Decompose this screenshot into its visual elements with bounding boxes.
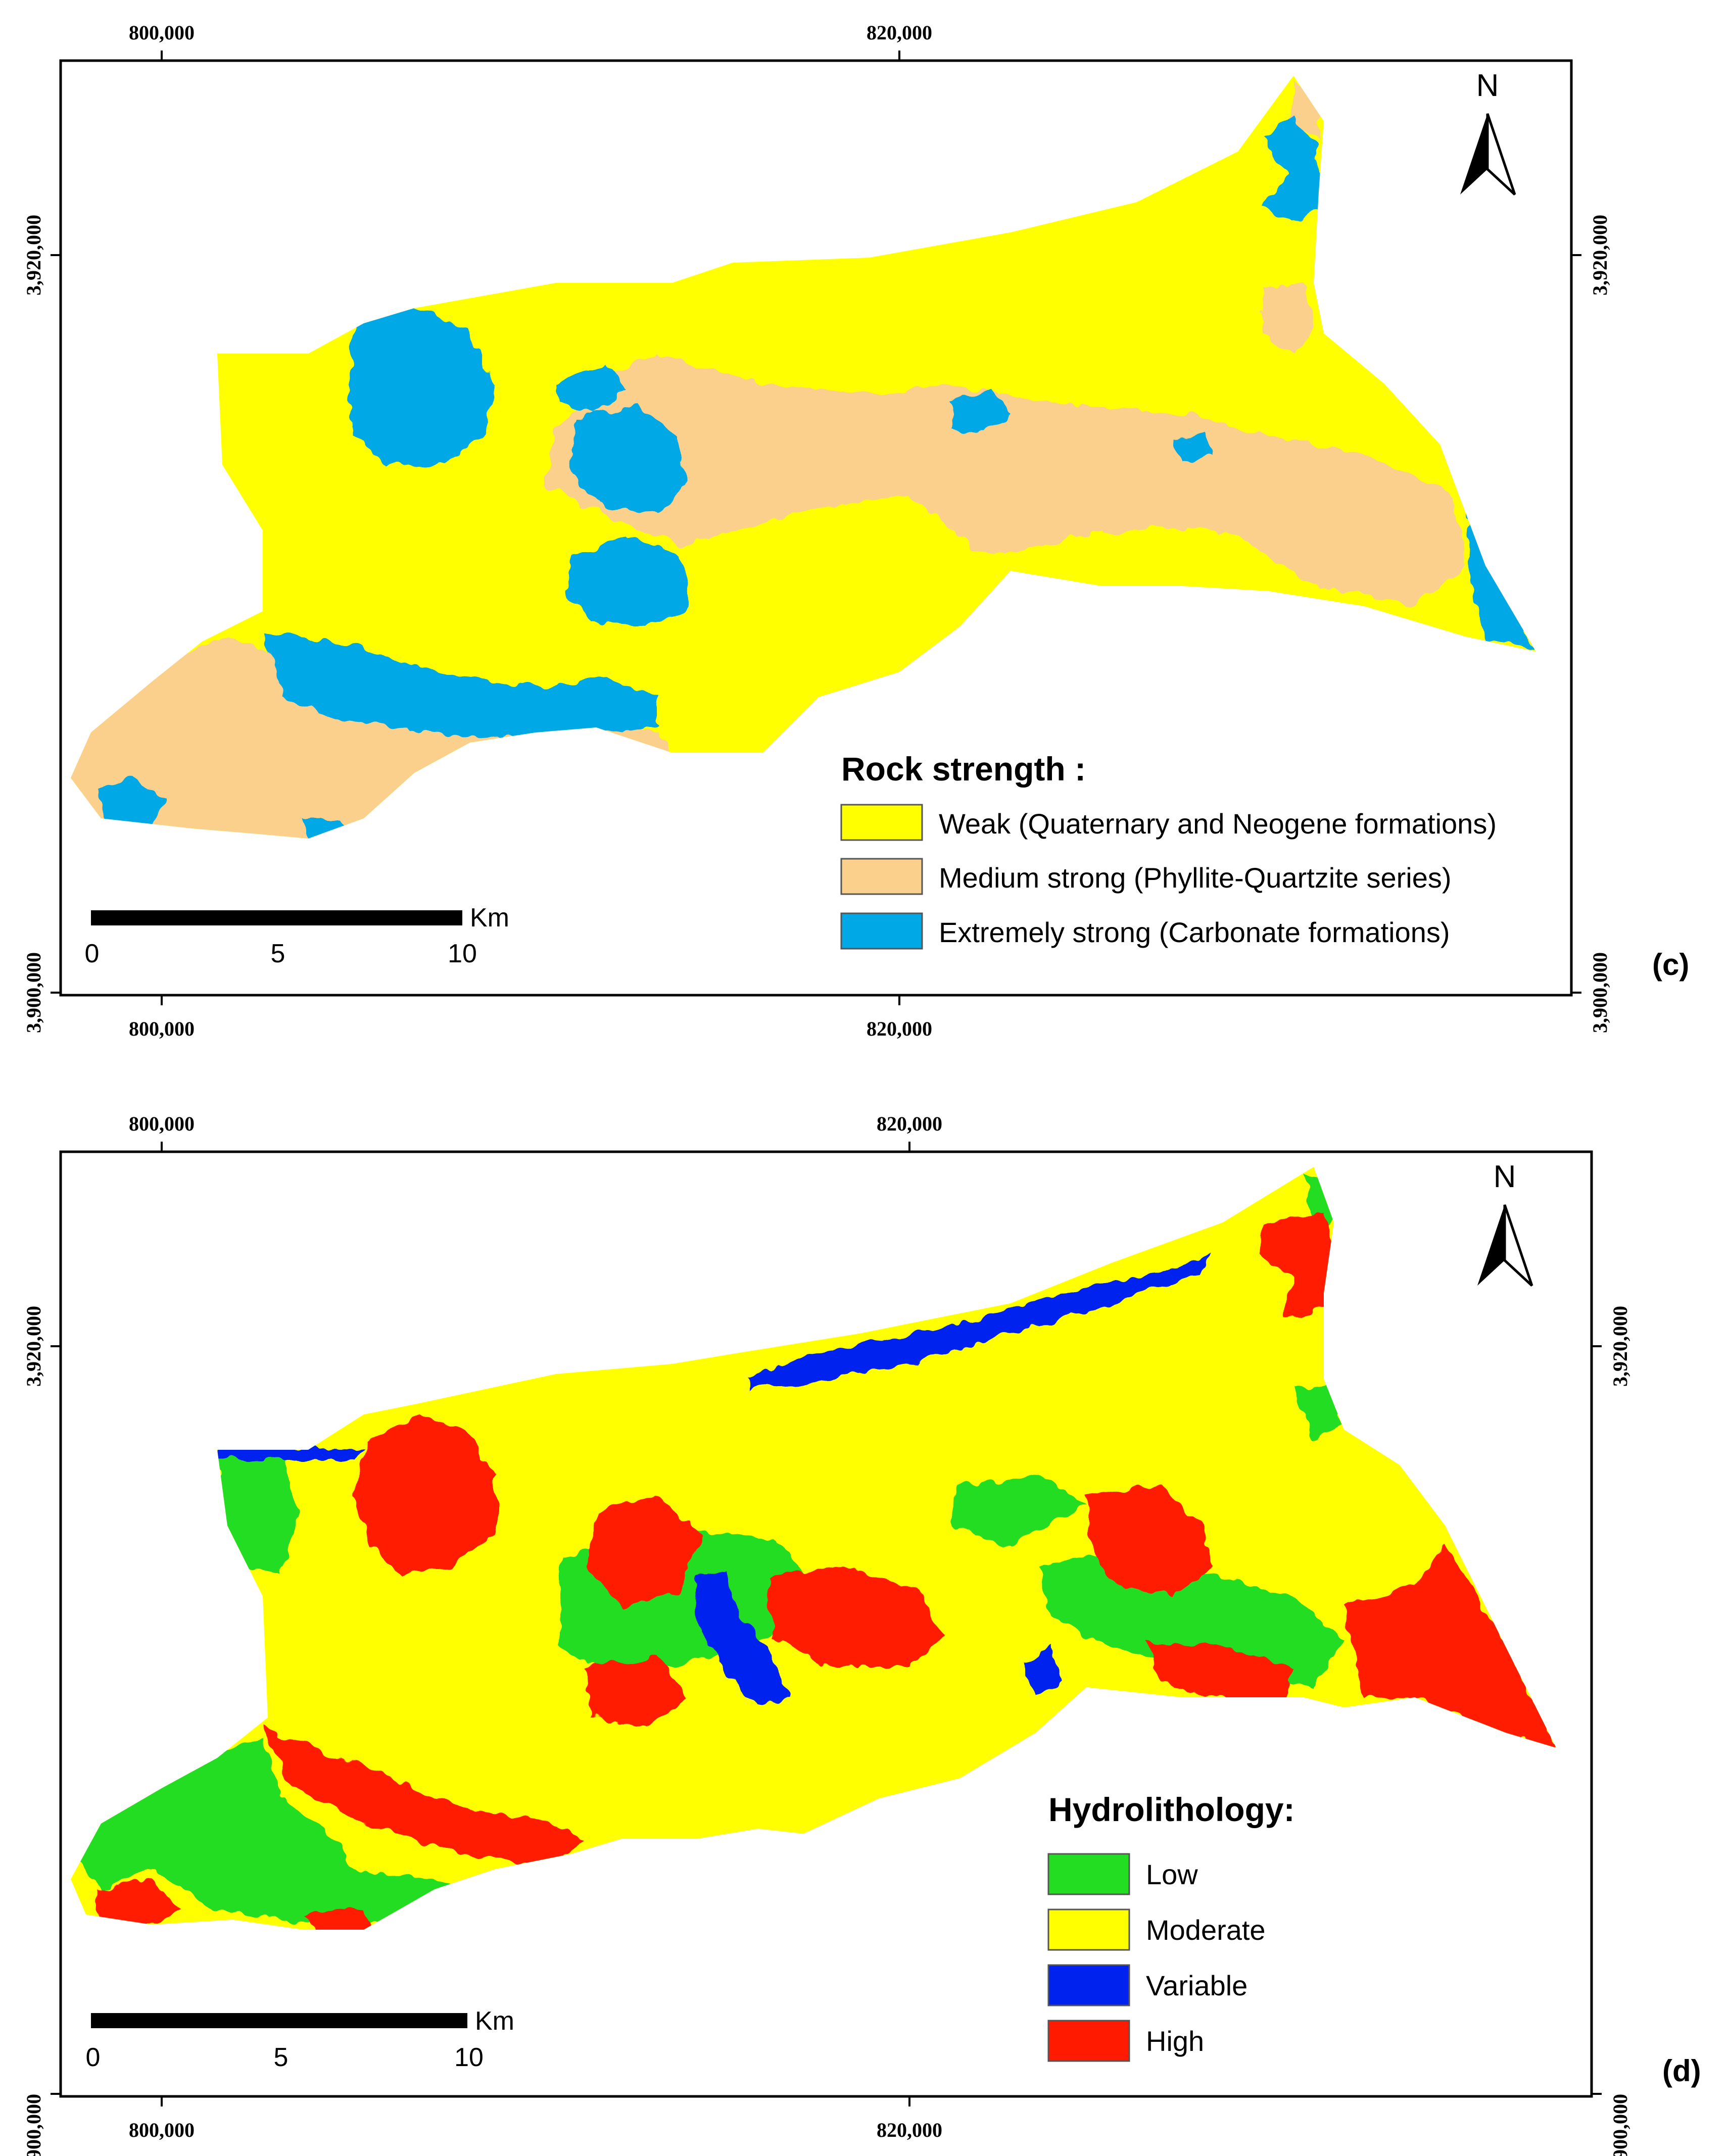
legend-c: Rock strength : Weak (Quaternary and Neo… (840, 750, 1497, 950)
legend-item-label: Weak (Quaternary and Neogene formations) (939, 808, 1497, 840)
panel-d: 800,000 820,000 800,000 820,000 3,920,00… (22, 1112, 1701, 2156)
y-ticks-left-d: 3,920,000 3,900,000 (22, 1306, 61, 2156)
scale-tick: 10 (448, 939, 477, 968)
legend-swatch-high (1047, 2020, 1130, 2062)
carbonate-zone-mid (566, 535, 687, 626)
y-tick-label: 3,900,000 (1609, 2094, 1631, 2156)
x-tick-label: 820,000 (877, 1112, 942, 1135)
scale-tick: 5 (274, 2043, 289, 2072)
legend-swatch-medium (840, 858, 923, 895)
carbonate-zone-s (263, 631, 657, 738)
high-zone-c (586, 1495, 945, 1667)
x-ticks-top-d: 800,000 820,000 (129, 1112, 942, 1152)
legend-swatch-low (1047, 1853, 1130, 1895)
legend-swatch-moderate (1047, 1908, 1130, 1951)
legend-item-label: Medium strong (Phyllite-Quartzite series… (939, 862, 1452, 894)
low-zone-sw (71, 1738, 480, 1930)
high-zone-ne (1258, 1212, 1344, 1318)
high-zone-sw (96, 1879, 374, 1930)
panel-c: 800,000 820,000 800,000 820,000 3,920,00… (22, 21, 1689, 1040)
legend-item-label: High (1146, 2025, 1204, 2057)
panel-label: (d) (1662, 2054, 1701, 2088)
x-ticks-bottom-d: 800,000 820,000 (129, 2096, 942, 2141)
legend-d: Hydrolithology: Low Moderate Variable Hi… (1047, 1791, 1295, 2062)
scale-tick: 0 (86, 2043, 101, 2072)
scale-bar-c: Km 0 5 10 (85, 903, 509, 968)
high-zone-e (1086, 1485, 1213, 1596)
high-zone-nw (354, 1414, 495, 1576)
x-ticks-bottom-c: 800,000 820,000 (129, 995, 932, 1040)
scale-tick: 10 (454, 2043, 484, 2072)
map-frame-c (59, 59, 1573, 997)
map-area-d (71, 1167, 1556, 1930)
variable-zone-c (697, 1571, 788, 1707)
variable-zone-e (1021, 1647, 1061, 1697)
medium-strong-zone-sw (71, 636, 682, 839)
carbonate-zone-e (950, 389, 1213, 465)
carbonate-zone-ne (1258, 116, 1329, 222)
north-arrow-icon: N (1460, 68, 1516, 195)
carbonate-zone-c (556, 364, 687, 515)
y-tick-label: 3,900,000 (1589, 952, 1611, 1033)
y-tick-label: 3,920,000 (1609, 1306, 1631, 1387)
x-tick-label: 800,000 (129, 21, 195, 44)
north-label: N (1494, 1159, 1516, 1194)
x-tick-label: 800,000 (129, 2119, 195, 2141)
high-zone-se (1147, 1546, 1556, 1748)
y-tick-label: 3,920,000 (1589, 215, 1611, 296)
high-zone-s (263, 1728, 586, 1869)
north-arrow-icon: N (1477, 1159, 1533, 1287)
north-label: N (1476, 68, 1499, 103)
x-tick-label: 800,000 (129, 1112, 195, 1135)
panel-label: (c) (1652, 948, 1689, 982)
legend-item-label: Variable (1146, 1970, 1247, 2001)
x-tick-label: 800,000 (129, 1017, 195, 1040)
legend-swatch-variable (1047, 1964, 1130, 2006)
x-tick-label: 820,000 (867, 21, 932, 44)
legend-item-label: Moderate (1146, 1914, 1266, 1946)
map-frame-d (59, 1150, 1593, 2098)
medium-strong-zone (546, 354, 1465, 606)
variable-zone-coast (748, 1253, 1213, 1389)
y-tick-label: 3,900,000 (22, 952, 45, 1033)
y-ticks-right-d: 3,920,000 3,900,000 (1592, 1306, 1631, 2156)
x-tick-label: 820,000 (877, 2119, 942, 2141)
legend-swatch-weak (840, 804, 923, 841)
y-ticks-right-c: 3,920,000 3,900,000 (1571, 215, 1611, 1033)
y-tick-label: 3,920,000 (22, 1306, 45, 1387)
legend-item-label: Low (1146, 1858, 1198, 1890)
scale-unit: Km (470, 903, 509, 933)
scale-tick: 5 (271, 939, 285, 968)
low-zone-w (217, 1455, 298, 1576)
carbonate-zone-nw (349, 303, 495, 465)
high-zone-mid (586, 1657, 687, 1728)
x-tick-label: 820,000 (867, 1017, 932, 1040)
scale-unit: Km (475, 2006, 514, 2036)
y-tick-label: 3,920,000 (22, 215, 45, 296)
x-ticks-top-c: 800,000 820,000 (129, 21, 932, 61)
legend-title: Hydrolithology: (1048, 1791, 1295, 1828)
y-tick-label: 3,900,000 (22, 2094, 45, 2156)
legend-title: Rock strength : (841, 750, 1086, 788)
y-ticks-left-c: 3,920,000 3,900,000 (22, 215, 61, 1033)
legend-item-label: Extremely strong (Carbonate formations) (939, 916, 1450, 948)
legend-swatch-extreme (840, 912, 923, 950)
scale-tick: 0 (85, 939, 100, 968)
scale-bar-d: Km 0 5 10 (86, 2006, 514, 2072)
